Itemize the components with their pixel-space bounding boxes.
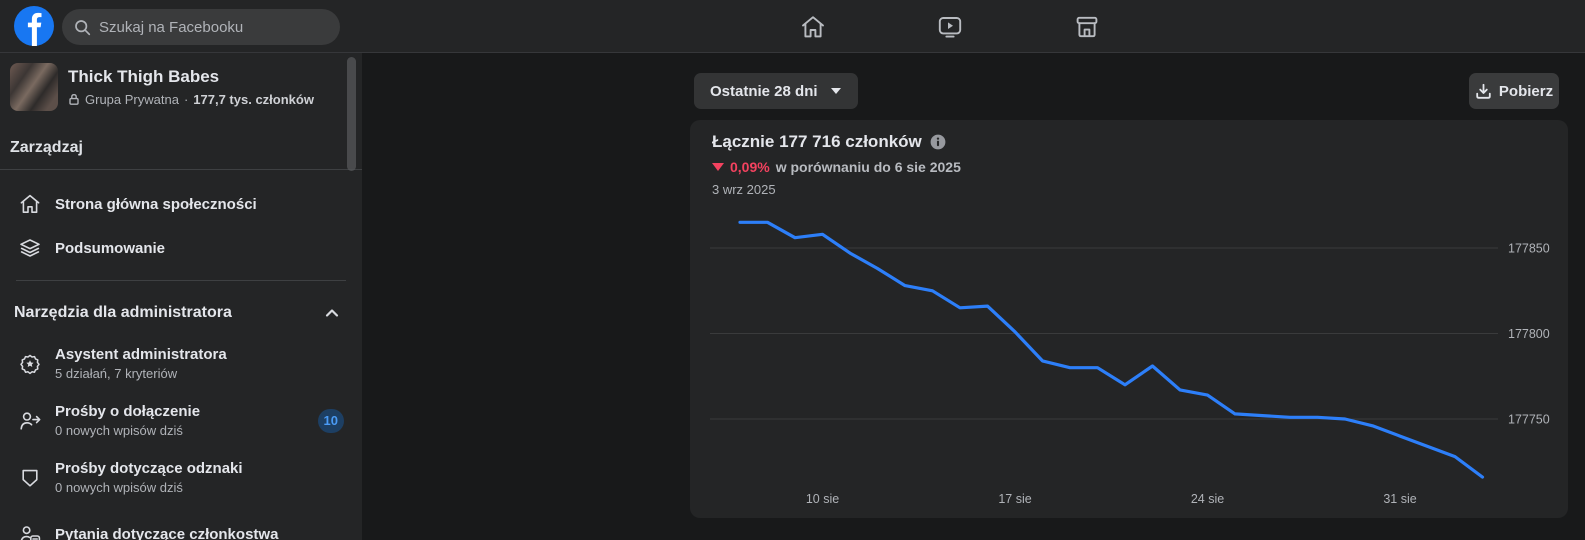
svg-text:10 sie: 10 sie — [806, 492, 839, 506]
badge-shield-icon — [22, 469, 38, 487]
sidebar-item-label: Podsumowanie — [55, 239, 166, 257]
home-nav-icon — [802, 15, 824, 37]
sidebar-menu: Strona główna społeczności Podsumowanie — [0, 182, 362, 270]
search-bar[interactable] — [62, 9, 340, 45]
date-range-dropdown[interactable]: Ostatnie 28 dni — [694, 73, 858, 109]
card-title: Łącznie 177 716 członków — [712, 132, 922, 151]
members-chart-svg[interactable]: 177850 177800 177750 10 sie 17 sie 24 sie 31 s… — [690, 120, 1568, 518]
sidebar-item-admin-assistant[interactable]: Asystent administratora 5 działań, 7 kry… — [4, 335, 358, 392]
sidebar-divider — [0, 169, 362, 170]
svg-text:24 sie: 24 sie — [1191, 492, 1224, 506]
sidebar-item-sublabel: 5 działań, 7 kryteriów — [55, 366, 178, 381]
date-range-label: Ostatnie 28 dni — [710, 82, 818, 100]
admin-assistant-icon — [20, 354, 40, 374]
chevron-up-icon — [325, 309, 339, 317]
membership-question-icon — [20, 525, 41, 540]
admin-tools-list: Asystent administratora 5 działań, 7 kry… — [0, 335, 362, 540]
nav-marketplace-button[interactable] — [1032, 0, 1142, 53]
admin-tools-section-header[interactable]: Narzędzia dla administratora — [0, 291, 362, 335]
sidebar-item-overview[interactable]: Podsumowanie — [4, 226, 358, 270]
member-add-icon — [20, 411, 41, 430]
main-content: Ostatnie 28 dni Pobierz Łącznie 177 716 … — [362, 53, 1585, 540]
group-member-count: 177,7 tys. członków — [193, 92, 314, 108]
svg-text:31 sie: 31 sie — [1383, 492, 1416, 506]
sidebar-item-label: Prośby o dołączenie — [55, 403, 201, 420]
svg-text:17 sie: 17 sie — [998, 492, 1031, 506]
svg-text:177800: 177800 — [1508, 327, 1550, 341]
top-navigation — [758, 0, 1142, 53]
sidebar-item-label: Pytania dotyczące członkostwa — [55, 526, 279, 540]
sidebar-item-sublabel: 0 nowych wpisów dziś — [55, 480, 183, 495]
group-subtitle-separator: · — [183, 92, 189, 108]
watch-nav-icon — [938, 16, 962, 38]
sidebar-item-label: Strona główna społeczności — [55, 195, 257, 213]
download-button-label: Pobierz — [1498, 82, 1554, 100]
search-icon — [75, 19, 91, 35]
top-bar — [0, 0, 1585, 53]
trend-down-icon — [712, 163, 724, 171]
sidebar-item-label: Prośby dotyczące odznaki — [55, 460, 243, 477]
facebook-logo-icon — [14, 6, 54, 47]
group-header[interactable]: Thick Thigh Babes Grupa Prywatna · 177,7… — [0, 53, 362, 125]
sidebar-item-sublabel: 0 nowych wpisów dziś — [55, 423, 183, 438]
caret-down-icon — [830, 88, 841, 94]
sidebar-item-label: Asystent administratora — [55, 346, 227, 363]
search-input[interactable] — [99, 18, 299, 36]
sidebar-item-join-requests[interactable]: Prośby o dołączenie 0 nowych wpisów dziś… — [4, 392, 358, 449]
join-requests-count-badge: 10 — [317, 408, 344, 433]
sidebar-item-membership-questions[interactable]: Pytania dotyczące członkostwa — [4, 506, 358, 540]
home-icon — [20, 194, 40, 213]
nav-watch-button[interactable] — [895, 0, 1005, 53]
sidebar-divider — [16, 280, 346, 281]
sidebar-section-label: Zarządzaj — [10, 139, 83, 156]
admin-tools-label: Narzędzia dla administratora — [14, 304, 232, 321]
facebook-logo[interactable] — [14, 6, 54, 47]
group-subtitle: Grupa Prywatna · 177,7 tys. członków — [68, 92, 314, 107]
svg-text:177750: 177750 — [1508, 413, 1550, 427]
info-icon[interactable] — [930, 134, 946, 150]
sidebar-scrollbar[interactable] — [347, 57, 356, 171]
download-button[interactable]: Pobierz — [1469, 73, 1559, 109]
svg-text:177850: 177850 — [1508, 242, 1550, 256]
sidebar-item-badge-requests[interactable]: Prośby dotyczące odznaki 0 nowych wpisów… — [4, 449, 358, 506]
download-icon — [1476, 83, 1491, 99]
layers-icon — [20, 239, 40, 257]
group-avatar — [10, 63, 58, 111]
group-name: Thick Thigh Babes — [68, 67, 220, 86]
sidebar: Thick Thigh Babes Grupa Prywatna · 177,7… — [0, 53, 362, 540]
members-insights-card: Łącznie 177 716 członków 0,09% w porówna… — [690, 120, 1568, 518]
marketplace-nav-icon — [1076, 16, 1098, 37]
group-privacy: Grupa Prywatna — [85, 92, 179, 108]
card-date: 3 wrz 2025 — [712, 182, 776, 197]
sidebar-item-community-home[interactable]: Strona główna społeczności — [4, 182, 358, 226]
lock-icon — [69, 94, 79, 106]
delta-value: 0,09% — [730, 159, 770, 175]
nav-home-button[interactable] — [758, 0, 868, 53]
delta-row: 0,09% w porównaniu do 6 sie 2025 — [712, 159, 961, 175]
delta-comparison-text: w porównaniu do 6 sie 2025 — [775, 159, 961, 175]
